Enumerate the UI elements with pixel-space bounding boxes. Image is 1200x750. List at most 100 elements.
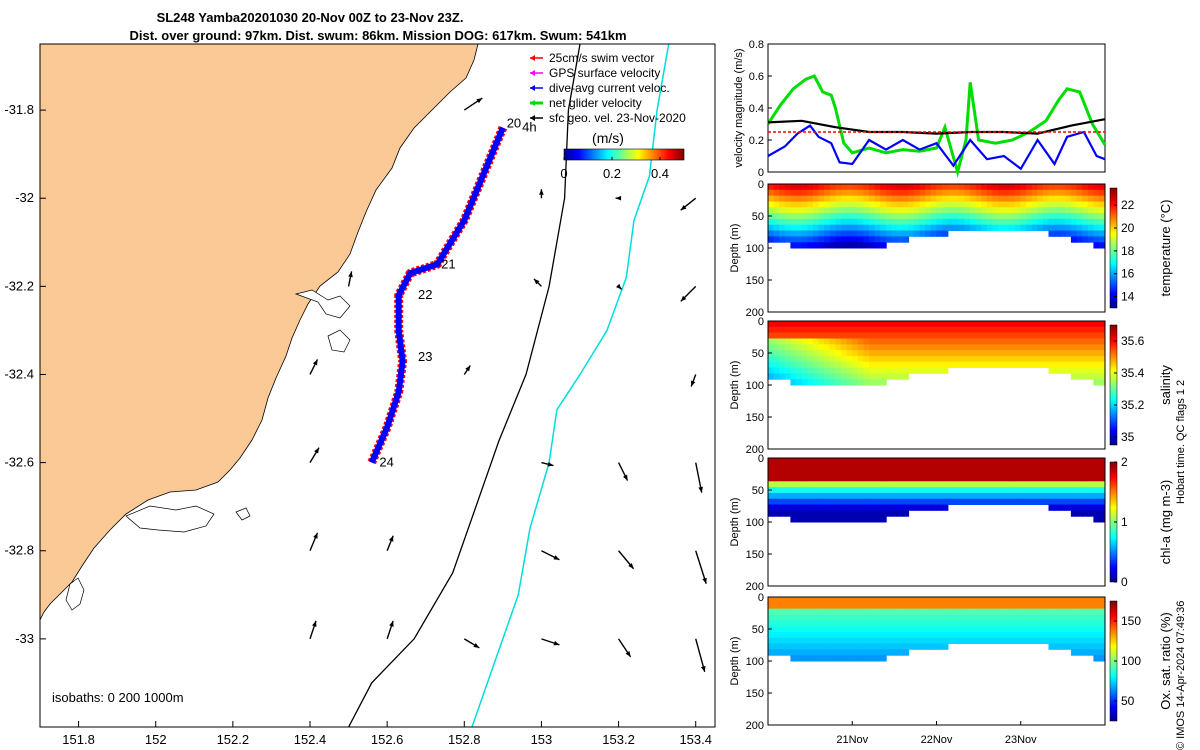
section-cell (1020, 487, 1027, 494)
map-x-tick-label: 153.2 (602, 732, 635, 747)
section-cell (773, 367, 781, 374)
section-cell (869, 207, 876, 214)
section-cell (1076, 504, 1084, 511)
section-cell (880, 620, 887, 627)
section-cell (840, 649, 848, 656)
section-cell (908, 332, 915, 339)
section-cell (880, 498, 887, 505)
section-cell (1082, 218, 1089, 226)
section-cell (908, 184, 915, 191)
section-ylabel: Depth (m) (729, 224, 741, 273)
section-cell (1076, 332, 1084, 339)
section-cell (1093, 230, 1100, 237)
section-cell (1003, 631, 1011, 639)
section-cell (852, 626, 859, 633)
section-cell (852, 242, 859, 249)
section-cell (925, 504, 932, 511)
section-cell (874, 463, 882, 471)
section-cell (908, 469, 915, 476)
section-cell (891, 213, 898, 220)
section-cell (863, 230, 870, 237)
section-cell (1003, 218, 1011, 226)
section-cell (835, 189, 842, 197)
geo-vector-head (465, 365, 471, 372)
section-cell (773, 332, 781, 339)
section-cell (986, 321, 994, 328)
section-cell (891, 361, 898, 368)
section-cell (768, 643, 775, 650)
section-cell (1082, 201, 1089, 208)
section-cell (970, 201, 977, 208)
section-cell (947, 338, 954, 345)
section-cell (779, 321, 786, 328)
section-cell (975, 207, 983, 214)
section-cell (1087, 637, 1095, 644)
section-cell (958, 201, 966, 208)
section-cell (1065, 207, 1072, 214)
section-cell (1037, 608, 1044, 615)
section-cell (908, 487, 915, 494)
section-cell (998, 184, 1005, 191)
section-cell (925, 326, 932, 334)
section-cell (829, 242, 837, 249)
geo-vector-head (476, 98, 483, 104)
section-cell (784, 614, 792, 621)
section-cell (1099, 218, 1106, 226)
section-cell (1059, 620, 1067, 627)
section-cell (801, 201, 809, 208)
section-cell (1014, 608, 1022, 615)
section-cell (840, 463, 848, 471)
section-cell (796, 184, 803, 191)
section-cell (801, 189, 809, 197)
section-cell (992, 350, 999, 357)
section-cell (790, 620, 797, 627)
section-cell (1003, 201, 1011, 208)
section-cell (902, 189, 910, 197)
section-cell (908, 631, 915, 639)
section-cell (941, 469, 949, 476)
section-cell (1037, 620, 1044, 627)
section-cell (874, 355, 882, 363)
section-cell (1065, 608, 1072, 615)
section-cell (975, 326, 983, 334)
section-cell (1048, 492, 1055, 500)
section-cell (812, 602, 820, 610)
section-cell (835, 236, 842, 243)
section-cell (818, 516, 825, 523)
section-cell (812, 355, 820, 363)
section-cell (835, 481, 842, 488)
section-cell (1054, 230, 1061, 237)
isobath-1000m (471, 44, 670, 727)
section-cell (801, 230, 809, 237)
section-cell (1076, 597, 1084, 604)
section-cell (773, 195, 781, 202)
section-cell (818, 242, 825, 249)
section-cell (919, 608, 926, 615)
section-cell (829, 332, 837, 339)
section-cell (1048, 326, 1055, 334)
section-cell (975, 189, 983, 197)
section-cell (840, 230, 848, 237)
section-cell (818, 184, 825, 191)
section-cell (807, 655, 814, 662)
section-cell (863, 332, 870, 339)
section-cell (840, 236, 848, 243)
section-cell (768, 463, 775, 471)
section-cell (992, 355, 999, 363)
section-cell (1020, 608, 1027, 615)
section-cell (1082, 498, 1089, 505)
section-cell (857, 649, 865, 656)
section-cell (1009, 218, 1016, 226)
section-cell (857, 626, 865, 633)
section-cell (1054, 350, 1061, 357)
legend-label: sfc geo. vel. 23-Nov-2020 (549, 111, 686, 125)
section-cell (1020, 355, 1027, 363)
section-cell (790, 469, 797, 476)
section-cell (773, 321, 781, 328)
section-cell (891, 373, 898, 380)
section-cell (807, 614, 814, 621)
section-cell (953, 469, 960, 476)
section-cell (1082, 338, 1089, 345)
section-cell (891, 463, 898, 471)
section-cell (768, 475, 775, 482)
